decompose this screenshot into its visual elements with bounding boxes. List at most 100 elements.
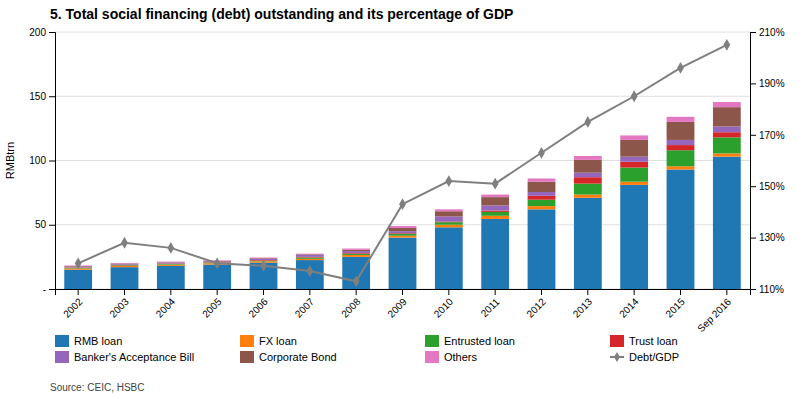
- bar: [250, 258, 278, 260]
- tick: 2005: [200, 289, 224, 320]
- bar: [64, 270, 92, 289]
- bar: [620, 168, 648, 182]
- tick-label: 2008: [339, 296, 363, 320]
- bar: [528, 182, 556, 192]
- tick: 190%: [750, 78, 785, 89]
- bar: [713, 153, 741, 156]
- tick: 110%: [750, 284, 784, 295]
- bar: [157, 262, 185, 264]
- marker: [631, 90, 638, 102]
- bar: [528, 209, 556, 289]
- bar: [620, 182, 648, 185]
- tick: 2009: [385, 289, 409, 320]
- tick-label: 2003: [107, 296, 131, 320]
- tick: 210%: [750, 27, 785, 38]
- bar: [250, 257, 278, 259]
- y-axis: -50100150200: [29, 27, 55, 295]
- bar: [713, 107, 741, 126]
- bar: [435, 227, 463, 289]
- bar: [435, 216, 463, 221]
- marker: [538, 147, 545, 159]
- bar: [342, 249, 370, 250]
- tick: -: [43, 284, 55, 295]
- bar: [111, 263, 139, 265]
- bar: [574, 177, 602, 183]
- title: 5. Total social financing (debt) outstan…: [50, 6, 513, 22]
- tick-mark: [448, 289, 449, 295]
- bar: [250, 259, 278, 260]
- legend-label: Others: [444, 351, 478, 363]
- bar: [342, 251, 370, 253]
- line: [78, 45, 727, 281]
- plot: 2002200320042005200620072008200920102011…: [29, 27, 784, 334]
- bar: [389, 228, 417, 231]
- bar: [296, 253, 324, 255]
- bar: [620, 135, 648, 139]
- legend-item: Others: [425, 351, 478, 363]
- tick: 2012: [524, 289, 548, 320]
- bar: [389, 236, 417, 238]
- marker: [445, 175, 452, 187]
- bar: [667, 140, 695, 145]
- tick-label: 2009: [385, 296, 409, 320]
- grid-line: [55, 32, 750, 33]
- tick-mark: [124, 289, 125, 295]
- tick: 2011: [479, 289, 502, 319]
- bar: [667, 145, 695, 150]
- tick-mark: [402, 289, 403, 295]
- tick-mark: [680, 289, 681, 295]
- marks: [64, 39, 740, 289]
- legend: RMB loanFX loanEntrusted loanTrust loanB…: [55, 335, 679, 363]
- tick-mark: [263, 289, 264, 295]
- tick-label: 2007: [293, 296, 317, 320]
- source: Source: CEIC, HSBC: [50, 382, 144, 393]
- bar: [481, 195, 509, 198]
- bar: [111, 266, 139, 267]
- bar: [528, 192, 556, 196]
- bar-series: [64, 157, 740, 289]
- tick: 50: [35, 219, 55, 230]
- tick-mark: [217, 289, 218, 295]
- legend-label: Banker's Acceptance Bill: [74, 351, 194, 363]
- tick-label: 2006: [246, 296, 270, 320]
- bar: [713, 102, 741, 107]
- legend-swatch: [55, 351, 69, 363]
- tick: 2004: [154, 289, 178, 320]
- bar: [111, 264, 139, 266]
- tick: 150: [29, 91, 55, 102]
- grid-line: [55, 96, 750, 97]
- x-axis: 2002200320042005200620072008200920102011…: [56, 289, 751, 334]
- legend-swatch: [610, 335, 624, 347]
- bar: [481, 219, 509, 289]
- bar: [620, 140, 648, 157]
- tick-mark: [495, 289, 496, 295]
- bar: [667, 166, 695, 169]
- bar: [574, 198, 602, 289]
- tick-label: 130%: [759, 232, 785, 243]
- bar: [713, 137, 741, 153]
- legend-label: Corporate Bond: [259, 351, 337, 363]
- tick: 170%: [750, 130, 785, 141]
- bar: [296, 258, 324, 259]
- tick-label: 150%: [759, 181, 785, 192]
- legend-swatch: [55, 335, 69, 347]
- bar: [620, 162, 648, 168]
- bar: [342, 250, 370, 251]
- tick-label: 210%: [759, 27, 785, 38]
- bar: [574, 195, 602, 198]
- tick-mark: [750, 186, 756, 187]
- bar: [435, 209, 463, 211]
- axis-title: RMBtrn: [4, 142, 16, 179]
- bar: [667, 150, 695, 166]
- tick: 150%: [750, 181, 785, 192]
- bar: [713, 126, 741, 132]
- bar: [667, 169, 695, 289]
- legend-item: Banker's Acceptance Bill: [55, 351, 194, 363]
- bar: [528, 200, 556, 206]
- bar: [435, 211, 463, 216]
- tick-mark: [49, 96, 55, 97]
- tick-label: Sep 2016: [695, 296, 733, 334]
- bar: [435, 225, 463, 228]
- marker: [214, 257, 221, 269]
- tick-label: 100: [29, 155, 46, 166]
